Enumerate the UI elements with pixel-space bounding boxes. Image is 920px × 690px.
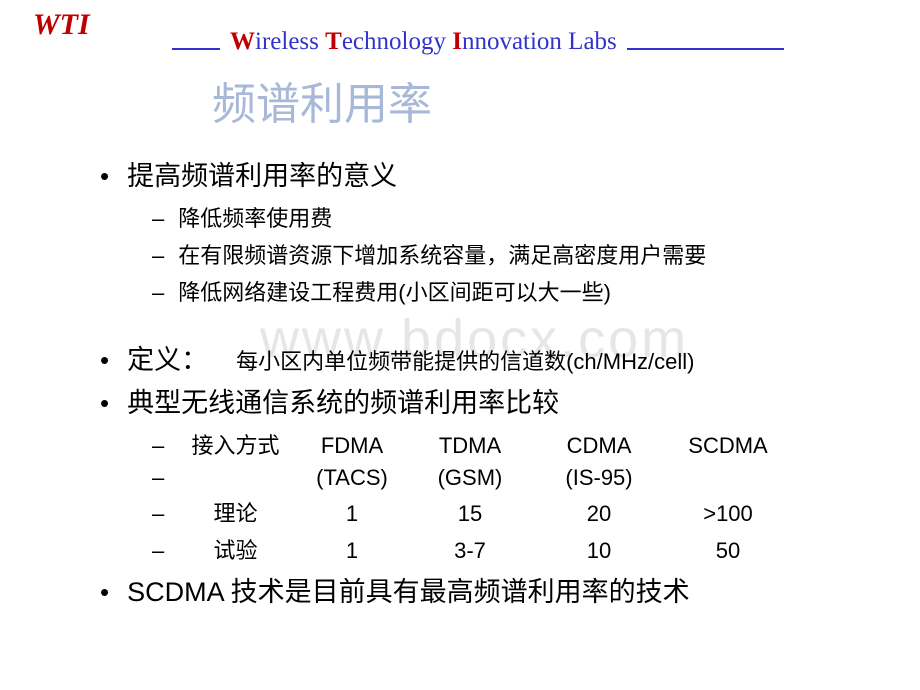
bullet-definition: • 定义： 每小区内单位频带能提供的信道数(ch/MHz/cell) bbox=[100, 338, 880, 377]
slide-header: WTI Wireless Technology Innovation Labs bbox=[0, 0, 920, 8]
table-cell: 10 bbox=[529, 538, 669, 564]
table-cell: >100 bbox=[669, 501, 787, 527]
dash-marker: – bbox=[152, 280, 164, 306]
table-col-fdma: FDMA bbox=[293, 433, 411, 459]
table-cell: 20 bbox=[529, 501, 669, 527]
table-cell: 3-7 bbox=[411, 538, 529, 564]
sub-bullet-2: – 在有限频谱资源下增加系统容量，满足高密度用户需要 bbox=[152, 238, 880, 270]
subtitle-initial-i: I bbox=[452, 28, 462, 55]
logo-text: WTI bbox=[33, 8, 90, 42]
table-header-name: 接入方式 bbox=[178, 428, 293, 460]
sub-bullet-text: 降低频率使用费 bbox=[178, 201, 332, 233]
table-theory-row: – 理论 1 15 20 >100 bbox=[152, 496, 880, 528]
dash-marker: – bbox=[152, 501, 178, 527]
dash-marker: – bbox=[152, 433, 178, 459]
bullet-scdma-conclusion: • SCDMA 技术是目前具有最高频谱利用率的技术 bbox=[100, 570, 880, 609]
bullet-marker: • bbox=[100, 388, 109, 419]
bullet-comparison: • 典型无线通信系统的频谱利用率比较 bbox=[100, 381, 880, 420]
bullet-marker: • bbox=[100, 345, 109, 376]
header-subtitle: Wireless Technology Innovation Labs bbox=[220, 28, 627, 56]
table-cell: 50 bbox=[669, 538, 787, 564]
bullet-marker: • bbox=[100, 577, 109, 608]
sub-bullet-1: – 降低频率使用费 bbox=[152, 201, 880, 233]
table-header-row: – 接入方式 FDMA TDMA CDMA SCDMA bbox=[152, 428, 880, 460]
table-row-theory-name: 理论 bbox=[178, 496, 293, 528]
dash-marker: – bbox=[152, 538, 178, 564]
dash-marker: – bbox=[152, 465, 178, 491]
table-cell: 1 bbox=[293, 501, 411, 527]
table-cell: 15 bbox=[411, 501, 529, 527]
subtitle-innovation: nnovation Labs bbox=[462, 28, 617, 55]
subtitle-initial-w: W bbox=[230, 28, 255, 55]
bullet-text: 典型无线通信系统的频谱利用率比较 bbox=[127, 381, 559, 420]
table-sub-tacs: (TACS) bbox=[293, 465, 411, 491]
table-cell: 1 bbox=[293, 538, 411, 564]
table-row-trial-name: 试验 bbox=[178, 533, 293, 565]
slide-content: • 提高频谱利用率的意义 – 降低频率使用费 – 在有限频谱资源下增加系统容量，… bbox=[100, 150, 880, 617]
subtitle-wireless: ireless bbox=[255, 28, 325, 55]
bullet-meaning: • 提高频谱利用率的意义 bbox=[100, 154, 880, 193]
definition-value: 每小区内单位频带能提供的信道数(ch/MHz/cell) bbox=[236, 344, 694, 376]
table-col-scdma: SCDMA bbox=[669, 433, 787, 459]
sub-bullet-text: 降低网络建设工程费用(小区间距可以大一些) bbox=[178, 275, 611, 307]
subtitle-initial-t: T bbox=[325, 28, 342, 55]
bullet-marker: • bbox=[100, 161, 109, 192]
dash-marker: – bbox=[152, 243, 164, 269]
sub-bullet-text: 在有限频谱资源下增加系统容量，满足高密度用户需要 bbox=[178, 238, 706, 270]
definition-label: 定义： bbox=[127, 338, 208, 377]
table-col-tdma: TDMA bbox=[411, 433, 529, 459]
table-col-cdma: CDMA bbox=[529, 433, 669, 459]
subtitle-technology: echnology bbox=[342, 28, 452, 55]
slide-title: 频谱利用率 bbox=[212, 68, 432, 132]
table-trial-row: – 试验 1 3-7 10 50 bbox=[152, 533, 880, 565]
table-sub-is95: (IS-95) bbox=[529, 465, 669, 491]
table-subheader-row: – (TACS) (GSM) (IS-95) bbox=[152, 465, 880, 491]
sub-bullet-3: – 降低网络建设工程费用(小区间距可以大一些) bbox=[152, 275, 880, 307]
bullet-text: 提高频谱利用率的意义 bbox=[127, 154, 397, 193]
bullet-text: SCDMA 技术是目前具有最高频谱利用率的技术 bbox=[127, 570, 690, 609]
dash-marker: – bbox=[152, 206, 164, 232]
table-sub-gsm: (GSM) bbox=[411, 465, 529, 491]
